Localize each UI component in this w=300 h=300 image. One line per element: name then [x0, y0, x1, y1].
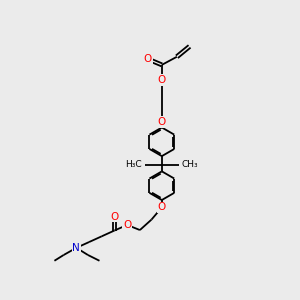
- Text: O: O: [158, 202, 166, 212]
- Text: O: O: [158, 75, 166, 85]
- Text: N: N: [73, 243, 80, 253]
- Text: O: O: [158, 117, 166, 127]
- Text: O: O: [123, 220, 131, 230]
- Text: O: O: [110, 212, 118, 222]
- Text: H₃C: H₃C: [125, 160, 142, 169]
- Text: O: O: [144, 54, 152, 64]
- Text: CH₃: CH₃: [182, 160, 199, 169]
